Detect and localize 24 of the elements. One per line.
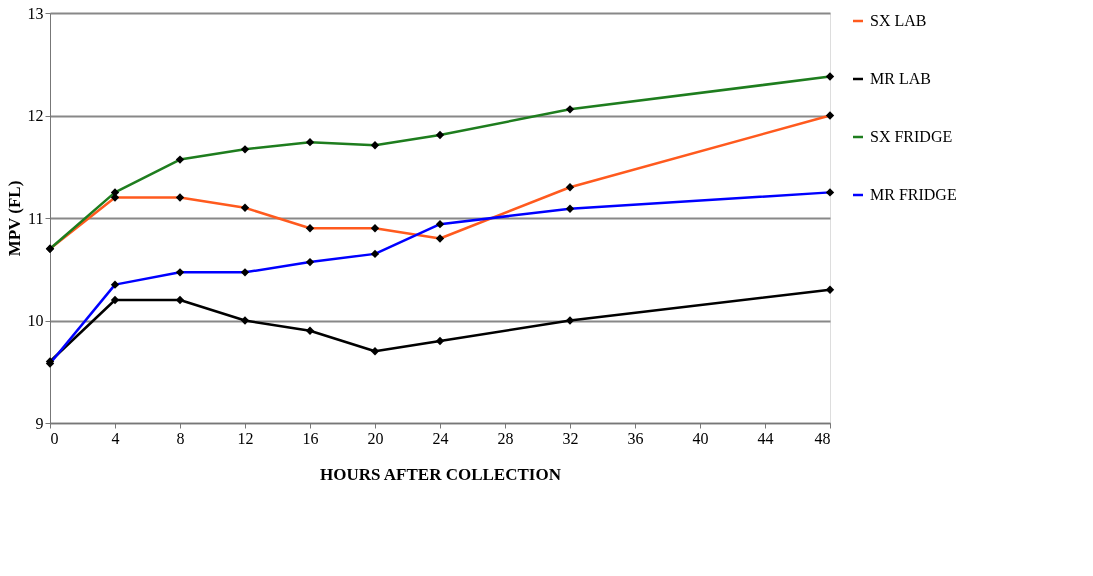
- y-tick-label: 12: [27, 107, 44, 124]
- x-tick-label: 0: [50, 429, 59, 447]
- y-tick-label: 11: [28, 209, 44, 227]
- x-tick-label: 36: [627, 429, 644, 447]
- y-tick-label: 13: [27, 4, 44, 22]
- x-tick-label: 28: [497, 429, 514, 447]
- x-tick-label: 16: [302, 429, 319, 447]
- x-tick-label: 44: [757, 429, 774, 447]
- y-axis-title: MPV (FL): [4, 180, 24, 257]
- y-tick-label: 10: [27, 312, 44, 329]
- legend-label: SX LAB: [870, 12, 927, 29]
- x-tick-label: 24: [432, 429, 449, 447]
- x-tick-label: 32: [562, 429, 579, 447]
- y-tick-label: 9: [35, 414, 44, 432]
- x-tick-label: 20: [367, 429, 384, 447]
- x-tick-label: 8: [176, 429, 185, 447]
- x-tick-label: 48: [814, 429, 831, 447]
- legend-label: MR FRIDGE: [870, 186, 957, 203]
- x-tick-label: 12: [237, 429, 254, 447]
- x-tick-label: 4: [111, 429, 120, 447]
- x-axis-title: HOURS AFTER COLLECTION: [320, 464, 562, 484]
- x-tick-label: 40: [692, 429, 709, 447]
- legend-label: SX FRIDGE: [870, 128, 953, 145]
- legend-label: MR LAB: [870, 70, 931, 87]
